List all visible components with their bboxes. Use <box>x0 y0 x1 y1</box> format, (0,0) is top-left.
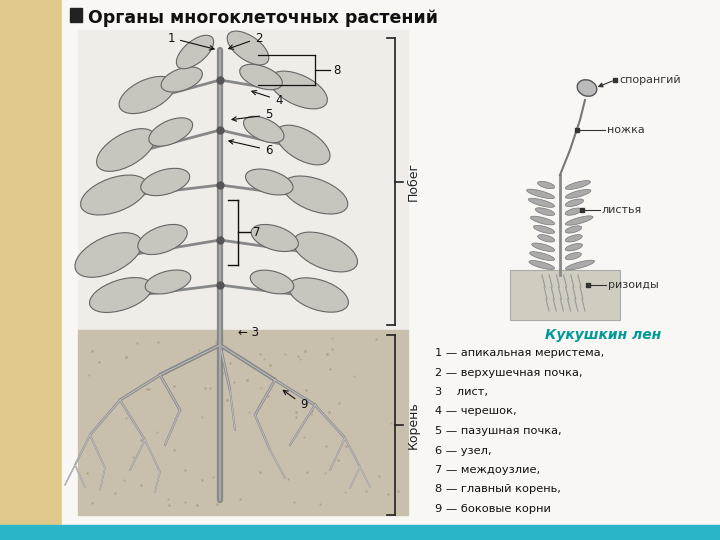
Text: 9: 9 <box>283 390 307 411</box>
Ellipse shape <box>228 31 269 65</box>
Ellipse shape <box>246 169 293 195</box>
Ellipse shape <box>176 35 214 69</box>
Ellipse shape <box>149 118 193 146</box>
Text: 2 — верхушечная почка,: 2 — верхушечная почка, <box>435 368 582 377</box>
Ellipse shape <box>565 199 581 206</box>
Ellipse shape <box>145 270 191 294</box>
Ellipse shape <box>89 278 152 313</box>
Text: 5 — пазушная почка,: 5 — пазушная почка, <box>435 426 562 436</box>
Ellipse shape <box>538 261 554 269</box>
Ellipse shape <box>565 234 591 243</box>
Ellipse shape <box>565 244 585 251</box>
Ellipse shape <box>526 198 554 207</box>
Bar <box>510 270 620 320</box>
Ellipse shape <box>283 176 348 214</box>
Text: 1 — апикальная меристема,: 1 — апикальная меристема, <box>435 348 604 358</box>
Text: 7 — междоузлие,: 7 — междоузлие, <box>435 465 540 475</box>
Ellipse shape <box>538 244 554 251</box>
Text: 4: 4 <box>252 91 282 106</box>
Ellipse shape <box>565 207 588 216</box>
Text: ризоиды: ризоиды <box>608 280 659 290</box>
Ellipse shape <box>565 181 585 189</box>
Ellipse shape <box>161 67 202 92</box>
Text: 1: 1 <box>168 31 214 50</box>
Bar <box>0 0 62 525</box>
Bar <box>70 8 82 22</box>
Ellipse shape <box>240 64 282 90</box>
Ellipse shape <box>293 232 358 272</box>
Ellipse shape <box>289 278 348 312</box>
Text: 8 — главный корень,: 8 — главный корень, <box>435 484 561 495</box>
Text: листья: листья <box>602 205 642 215</box>
Ellipse shape <box>138 225 187 254</box>
Text: 7: 7 <box>253 226 261 239</box>
Ellipse shape <box>565 261 585 269</box>
Text: 5: 5 <box>232 109 272 122</box>
Ellipse shape <box>530 252 554 260</box>
Ellipse shape <box>251 270 294 294</box>
Text: 9 — боковые корни: 9 — боковые корни <box>435 504 551 514</box>
Ellipse shape <box>565 252 586 260</box>
Ellipse shape <box>565 216 590 225</box>
Bar <box>0 525 720 540</box>
Ellipse shape <box>538 226 554 233</box>
Ellipse shape <box>577 80 597 96</box>
Ellipse shape <box>251 225 298 252</box>
Ellipse shape <box>531 190 554 198</box>
Ellipse shape <box>270 71 328 109</box>
Ellipse shape <box>529 234 554 243</box>
Bar <box>78 30 408 330</box>
Ellipse shape <box>96 129 155 171</box>
Text: Органы многоклеточных растений: Органы многоклеточных растений <box>88 9 438 27</box>
Ellipse shape <box>141 168 189 195</box>
Text: 6: 6 <box>229 140 272 157</box>
Text: Корень: Корень <box>407 401 420 449</box>
Ellipse shape <box>75 233 142 278</box>
Text: ножка: ножка <box>607 125 644 135</box>
Ellipse shape <box>81 175 148 215</box>
Text: 3    лист,: 3 лист, <box>435 387 488 397</box>
Text: 6 — узел,: 6 — узел, <box>435 446 492 456</box>
Text: 2: 2 <box>229 31 263 49</box>
Text: 4 — черешок,: 4 — черешок, <box>435 407 517 416</box>
Ellipse shape <box>565 190 590 198</box>
Text: спорангий: спорангий <box>619 75 680 85</box>
Text: Кукушкин лен: Кукушкин лен <box>545 328 661 342</box>
Text: 8: 8 <box>333 64 341 77</box>
Ellipse shape <box>243 116 284 143</box>
Ellipse shape <box>276 125 330 165</box>
Ellipse shape <box>119 77 175 113</box>
Text: Побег: Побег <box>407 162 420 201</box>
Ellipse shape <box>536 181 554 189</box>
Text: ← 3: ← 3 <box>238 326 259 339</box>
Ellipse shape <box>565 226 584 233</box>
Ellipse shape <box>529 216 554 225</box>
Bar <box>78 330 408 515</box>
Ellipse shape <box>538 208 554 215</box>
